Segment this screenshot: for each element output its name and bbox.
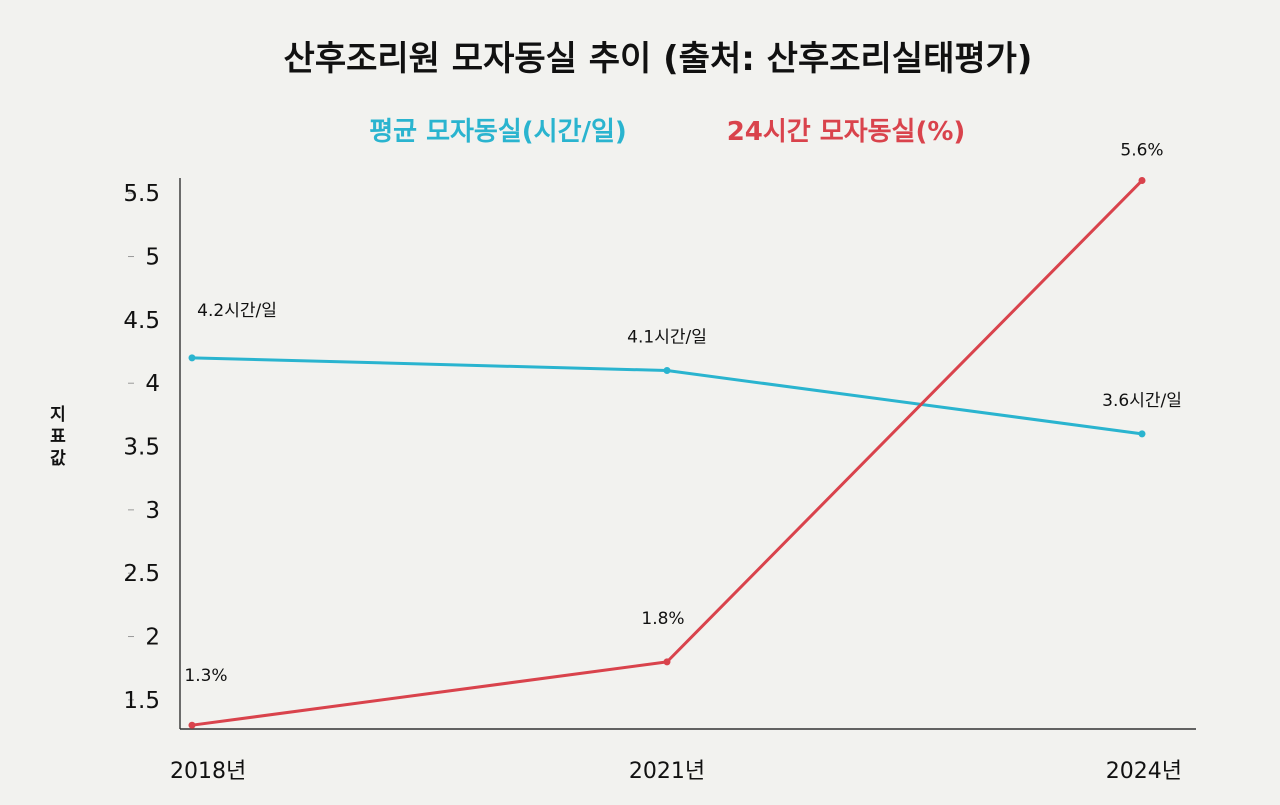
y-tick-label: 4 (145, 371, 160, 397)
data-point-24h (188, 721, 196, 729)
data-label-avg: 4.1시간/일 (627, 328, 707, 348)
y-tick-label: 2.5 (123, 561, 160, 587)
legend-entry-24h: 24시간 모자동실(%) (727, 117, 966, 147)
x-tick-label: 2021년 (629, 759, 705, 784)
y-tick-label: 4.5 (123, 308, 160, 334)
series-line-24h (190, 179, 1144, 727)
y-axis-label-char: 값 (50, 449, 66, 469)
data-label-avg: 3.6시간/일 (1102, 391, 1182, 411)
data-label-avg: 4.2시간/일 (197, 301, 277, 321)
legend: 평균 모자동실(시간/일) 24시간 모자동실(%) (369, 117, 965, 147)
y-tick-label: 5.5 (123, 181, 160, 207)
y-axis-label-char: 지 (50, 405, 66, 425)
y-axis-label-char: 표 (50, 427, 66, 447)
data-label-24h: 1.3% (184, 666, 227, 686)
y-tick-label: 3 (145, 498, 160, 524)
y-tick-label: 1.5 (123, 688, 160, 714)
data-point-24h (663, 658, 671, 666)
data-point-avg (1138, 430, 1146, 438)
data-label-24h: 5.6% (1120, 141, 1163, 161)
x-tick-label: 2018년 (170, 759, 246, 784)
data-label-24h: 1.8% (641, 609, 684, 629)
y-tick-label: 3.5 (123, 435, 160, 461)
data-point-24h (1138, 177, 1146, 185)
x-ticks: 2018년 2021년 2024년 (170, 759, 1182, 784)
y-tick-label: 5 (145, 245, 160, 271)
series-layer (188, 177, 1146, 729)
data-labels: 4.2시간/일 4.1시간/일 3.6시간/일 1.3% 1.8% 5.6% (184, 141, 1181, 687)
data-point-avg (188, 354, 196, 362)
legend-entry-avg: 평균 모자동실(시간/일) (369, 117, 627, 147)
y-tick-label: 2 (145, 625, 160, 651)
x-tick-label: 2024년 (1106, 759, 1182, 784)
data-point-avg (663, 367, 671, 375)
y-ticks: 1.5 2 2.5 3 3.5 4 4.5 5 5.5 (123, 181, 160, 714)
chart-title: 산후조리원 모자동실 추이 (출처: 산후조리실태평가) (284, 39, 1033, 79)
